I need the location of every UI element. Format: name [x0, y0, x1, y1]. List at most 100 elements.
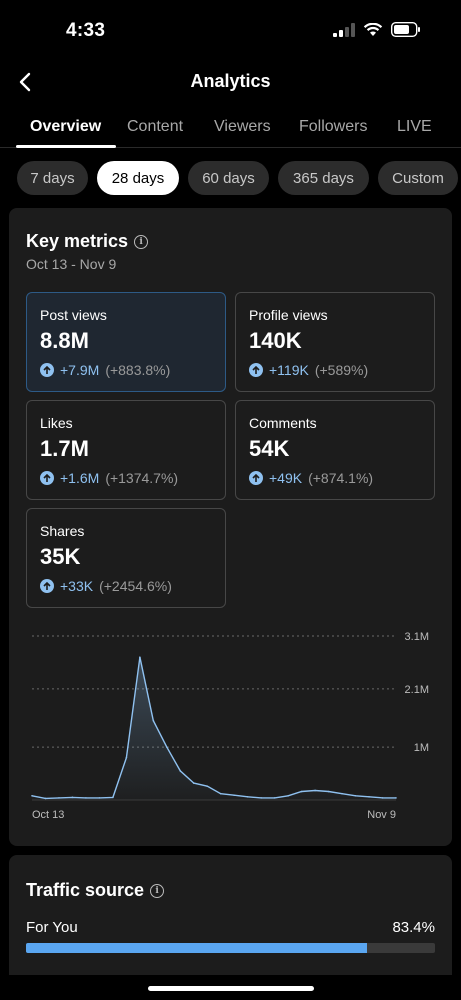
metric-value: 1.7M — [40, 436, 89, 461]
chart-point — [152, 719, 155, 722]
chart-point — [300, 790, 303, 793]
arrow-up-icon — [40, 579, 54, 593]
traffic-source-heading: Traffic source i — [26, 880, 165, 901]
metric-label: Post views — [40, 307, 107, 323]
chart-point — [341, 792, 343, 795]
chart-point — [44, 797, 47, 800]
metric-label: Likes — [40, 415, 73, 431]
chart-point — [192, 782, 195, 784]
arrow-up-icon — [249, 471, 263, 485]
key-metrics-heading: Key metrics i — [26, 231, 149, 252]
y-tick-label: 3.1M — [405, 631, 429, 643]
nav-header: Analytics — [0, 62, 461, 102]
chart-point — [31, 794, 33, 797]
tab-followers[interactable]: Followers — [299, 118, 368, 135]
chart-point — [58, 797, 60, 799]
range-custom[interactable]: Custom — [378, 161, 458, 195]
y-tick-label: 1M — [414, 742, 429, 754]
metric-change: +1.6M (+1374.7%) — [40, 470, 178, 486]
metric-value: 35K — [40, 544, 81, 569]
y-tick-label: 2.1M — [405, 684, 429, 696]
chart-point — [112, 796, 114, 799]
cellular-signal-icon — [333, 22, 355, 42]
metric-profile-views[interactable]: Profile views 140K +119K (+589%) — [235, 292, 435, 392]
metric-delta: +7.9M — [60, 362, 100, 378]
metric-percent: (+2454.6%) — [99, 578, 172, 594]
traffic-source-value: 83.4% — [392, 919, 435, 936]
home-indicator — [148, 986, 314, 991]
status-bar: 4:33 — [0, 0, 461, 60]
metric-percent: (+883.8%) — [105, 362, 171, 378]
range-365-days[interactable]: 365 days — [278, 161, 369, 195]
chart-point — [273, 797, 276, 799]
metric-label: Profile views — [249, 307, 328, 323]
status-time: 4:33 — [66, 20, 106, 41]
traffic-source-title: Traffic source — [26, 880, 145, 900]
metric-value: 8.8M — [40, 328, 89, 353]
chevron-left-icon — [19, 72, 31, 92]
traffic-source-bar — [26, 943, 435, 953]
chart-point — [71, 796, 74, 799]
chart-point — [395, 797, 397, 799]
metric-shares[interactable]: Shares 35K +33K (+2454.6%) — [26, 508, 226, 608]
chart-point — [314, 789, 316, 792]
arrow-up-icon — [249, 363, 263, 377]
battery-icon — [390, 21, 421, 42]
chart-point — [246, 796, 249, 798]
range-60-days[interactable]: 60 days — [188, 161, 269, 195]
metric-comments[interactable]: Comments 54K +49K (+874.1%) — [235, 400, 435, 500]
arrow-up-icon — [40, 471, 54, 485]
date-range-selector: 7 days 28 days 60 days 365 days Custom — [0, 161, 461, 197]
key-metrics-title: Key metrics — [26, 231, 129, 251]
x-axis-end-label: Nov 9 — [367, 809, 396, 821]
chart-point — [368, 796, 370, 798]
arrow-up-icon — [40, 363, 54, 377]
metric-likes[interactable]: Likes 1.7M +1.6M (+1374.7%) — [26, 400, 226, 500]
date-range-label: Oct 13 - Nov 9 — [26, 256, 117, 272]
metric-post-views[interactable]: Post views 8.8M +7.9M (+883.8%) — [26, 292, 226, 392]
chart-point — [287, 794, 289, 797]
chart-point — [327, 790, 330, 793]
tab-overview[interactable]: Overview — [30, 118, 102, 135]
tab-bar: Overview Content Viewers Followers LIVE — [0, 108, 461, 148]
chart-line — [31, 657, 396, 800]
key-metrics-card: Key metrics i Oct 13 - Nov 9 Post views … — [9, 208, 452, 846]
traffic-source-card: Traffic source i For You 83.4% — [9, 855, 452, 975]
chart-point — [381, 797, 384, 799]
x-axis-start-label: Oct 13 — [32, 809, 64, 821]
post-views-chart[interactable]: 1M 2.1M 3.1M Oct 13 Nov 9 — [9, 628, 452, 828]
metric-label: Shares — [40, 523, 85, 539]
metric-delta: +33K — [60, 578, 94, 594]
chart-point — [125, 756, 128, 759]
tab-content[interactable]: Content — [127, 118, 184, 135]
info-icon[interactable]: i — [134, 234, 149, 249]
metric-change: +33K (+2454.6%) — [40, 578, 172, 594]
metric-value: 140K — [249, 328, 302, 353]
metric-change: +119K (+589%) — [249, 362, 368, 378]
range-7-days[interactable]: 7 days — [17, 161, 88, 195]
traffic-source-bar-fill — [26, 943, 368, 953]
metric-change: +7.9M (+883.8%) — [40, 362, 170, 378]
metric-delta: +119K — [269, 362, 309, 378]
chart-point — [233, 794, 236, 797]
metric-percent: (+589%) — [314, 362, 369, 378]
chart-point — [139, 656, 141, 658]
chart-point — [260, 797, 262, 799]
chart-point — [98, 797, 101, 799]
info-icon[interactable]: i — [150, 883, 165, 898]
chart-point — [354, 794, 357, 797]
metric-label: Comments — [249, 415, 317, 431]
chart-point — [166, 746, 168, 748]
metric-delta: +1.6M — [60, 470, 100, 486]
status-icons — [333, 21, 421, 42]
back-button[interactable] — [14, 70, 38, 94]
chart-point — [206, 785, 209, 788]
tab-live[interactable]: LIVE — [397, 118, 432, 135]
traffic-source-label: For You — [26, 919, 78, 936]
tab-viewers[interactable]: Viewers — [214, 118, 271, 135]
metric-value: 54K — [249, 436, 290, 461]
chart-point — [179, 770, 182, 772]
range-28-days[interactable]: 28 days — [97, 161, 179, 195]
chart-point — [219, 792, 222, 795]
active-tab-indicator — [16, 145, 116, 148]
